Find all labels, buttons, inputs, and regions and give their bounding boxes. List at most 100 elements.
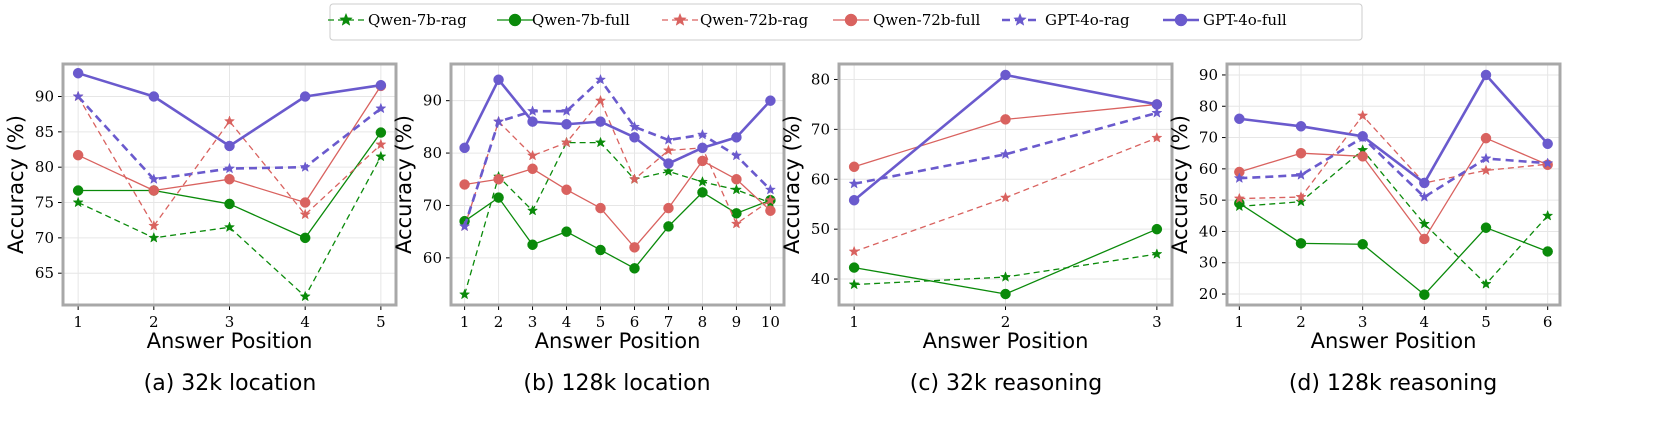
data-point-gpt4o_rag — [72, 90, 84, 102]
data-point-qwen7b_full — [1151, 223, 1163, 235]
data-point-qwen7b_full — [1357, 239, 1368, 250]
chart-panel-2: 1 2 3 4 5 6 7 8 9 10 60 70 80 90 Answer Position Accura… — [392, 62, 786, 396]
data-point-gpt4o_rag — [458, 220, 471, 232]
x-tick-label: 2 — [149, 313, 159, 331]
data-point-gpt4o_full — [72, 67, 84, 79]
grid — [451, 64, 784, 305]
data-point-qwen72b_rag — [560, 136, 573, 148]
y-axis-label: Accuracy (%) — [780, 115, 804, 254]
data-point-qwen72b_rag — [148, 219, 160, 231]
series-gpt4o_rag — [72, 90, 387, 184]
data-point-qwen7b_full — [1480, 222, 1492, 233]
series-qwen7b_full — [72, 127, 387, 244]
y-tick-label: 80 — [35, 158, 54, 176]
chart-panel-4: 1 2 3 4 5 6 20 30 40 50 60 70 80 90 Answer Position Acc… — [1168, 62, 1562, 396]
data-point-qwen7b_full — [375, 127, 387, 138]
data-point-qwen72b_full — [299, 197, 311, 208]
series-gpt4o_full — [1234, 69, 1553, 189]
data-point-gpt4o_full — [1000, 69, 1011, 81]
x-tick-label: 1 — [1235, 313, 1245, 331]
data-point-qwen72b_full — [663, 202, 674, 214]
data-point-qwen72b_full — [224, 173, 235, 185]
x-tick-label: 3 — [1152, 313, 1162, 331]
data-point-qwen7b_rag — [1151, 248, 1163, 259]
data-point-gpt4o_rag — [1542, 157, 1554, 168]
data-point-qwen7b_rag — [662, 165, 675, 177]
panel-caption: (a) 32k location — [144, 371, 317, 396]
data-point-gpt4o_rag — [375, 102, 387, 114]
x-tick-label: 1 — [460, 313, 470, 331]
data-point-gpt4o_full — [1234, 113, 1245, 125]
y-tick-label: 85 — [35, 123, 54, 141]
y-tick-label: 40 — [1199, 222, 1218, 240]
data-point-qwen72b_rag — [662, 144, 675, 156]
data-point-gpt4o_full — [224, 140, 235, 152]
data-point-gpt4o_rag — [223, 162, 236, 174]
series-gpt4o_rag — [458, 73, 777, 232]
y-tick-label: 70 — [811, 120, 830, 138]
y-axis-label: Accuracy (%) — [4, 115, 28, 254]
x-axis-label: Answer Position — [535, 329, 701, 353]
chart-panel-3: 1 2 3 40 50 60 70 80 Answer Position Accuracy (%)… — [780, 62, 1174, 396]
legend-label-qwen7b_rag: Qwen-7b-rag — [368, 11, 467, 29]
series-line-qwen72b_rag — [1239, 114, 1548, 200]
data-point-qwen7b_rag — [458, 288, 471, 300]
series-qwen7b_full — [1234, 198, 1553, 300]
panel-caption: (d) 128k reasoning — [1289, 371, 1497, 396]
x-tick-label: 3 — [1358, 313, 1368, 331]
y-tick-label: 80 — [423, 144, 442, 162]
data-point-gpt4o_full — [148, 91, 160, 102]
grid — [839, 64, 1172, 305]
data-point-qwen72b_rag — [848, 245, 860, 257]
legend-label-gpt4o_full: GPT-4o-full — [1203, 11, 1287, 29]
legend-marker-qwen7b_full — [508, 13, 522, 27]
series-qwen7b_full — [848, 223, 1163, 300]
data-point-gpt4o_rag — [492, 115, 505, 127]
data-point-qwen7b_rag — [1480, 278, 1492, 289]
series-line-qwen7b_rag — [77, 156, 382, 298]
data-point-qwen7b_full — [527, 239, 538, 250]
data-point-qwen7b_full — [299, 232, 311, 244]
x-tick-label: 5 — [376, 313, 386, 331]
series-gpt4o_full — [848, 69, 1163, 206]
data-point-qwen72b_rag — [730, 217, 743, 229]
plot-frame — [449, 62, 786, 307]
data-point-qwen7b_full — [731, 208, 742, 219]
data-point-qwen72b_rag — [299, 208, 311, 220]
data-point-qwen72b_full — [1480, 132, 1492, 144]
data-point-qwen72b_rag — [1357, 109, 1369, 121]
data-point-qwen72b_full — [561, 184, 572, 195]
data-point-qwen7b_rag — [526, 204, 539, 216]
data-point-qwen7b_rag — [375, 150, 387, 162]
data-point-qwen7b_full — [224, 198, 235, 210]
data-point-gpt4o_full — [527, 116, 538, 127]
data-point-qwen72b_full — [1295, 147, 1307, 159]
y-tick-label: 20 — [1199, 285, 1218, 303]
data-point-qwen7b_rag — [223, 221, 236, 233]
grid — [1227, 64, 1560, 305]
data-point-qwen7b_full — [561, 226, 572, 237]
y-tick-label: 80 — [811, 70, 830, 88]
data-point-qwen72b_rag — [628, 173, 641, 185]
legend-entry-qwen7b_rag: Qwen-7b-rag — [328, 11, 467, 29]
y-tick-label: 80 — [1199, 97, 1218, 115]
x-tick-label: 7 — [664, 313, 674, 331]
data-point-qwen7b_full — [1000, 288, 1011, 300]
data-point-qwen7b_rag — [730, 183, 743, 195]
y-tick-label: 70 — [423, 196, 442, 214]
data-point-gpt4o_full — [848, 194, 860, 206]
panel-caption: (c) 32k reasoning — [910, 371, 1102, 396]
data-point-qwen7b_full — [663, 221, 674, 232]
data-point-qwen72b_full — [459, 179, 470, 190]
y-tick-label: 60 — [423, 249, 442, 267]
data-point-gpt4o_full — [595, 116, 606, 127]
legend-entry-qwen7b_full: Qwen-7b-full — [497, 11, 630, 29]
series-gpt4o_rag — [848, 106, 1163, 189]
x-tick-label: 9 — [732, 313, 742, 331]
x-tick-label: 6 — [1543, 313, 1553, 331]
y-tick-label: 75 — [35, 194, 54, 212]
grid — [63, 64, 396, 305]
series-qwen72b_rag — [848, 131, 1163, 257]
series-qwen7b_full — [459, 187, 776, 274]
